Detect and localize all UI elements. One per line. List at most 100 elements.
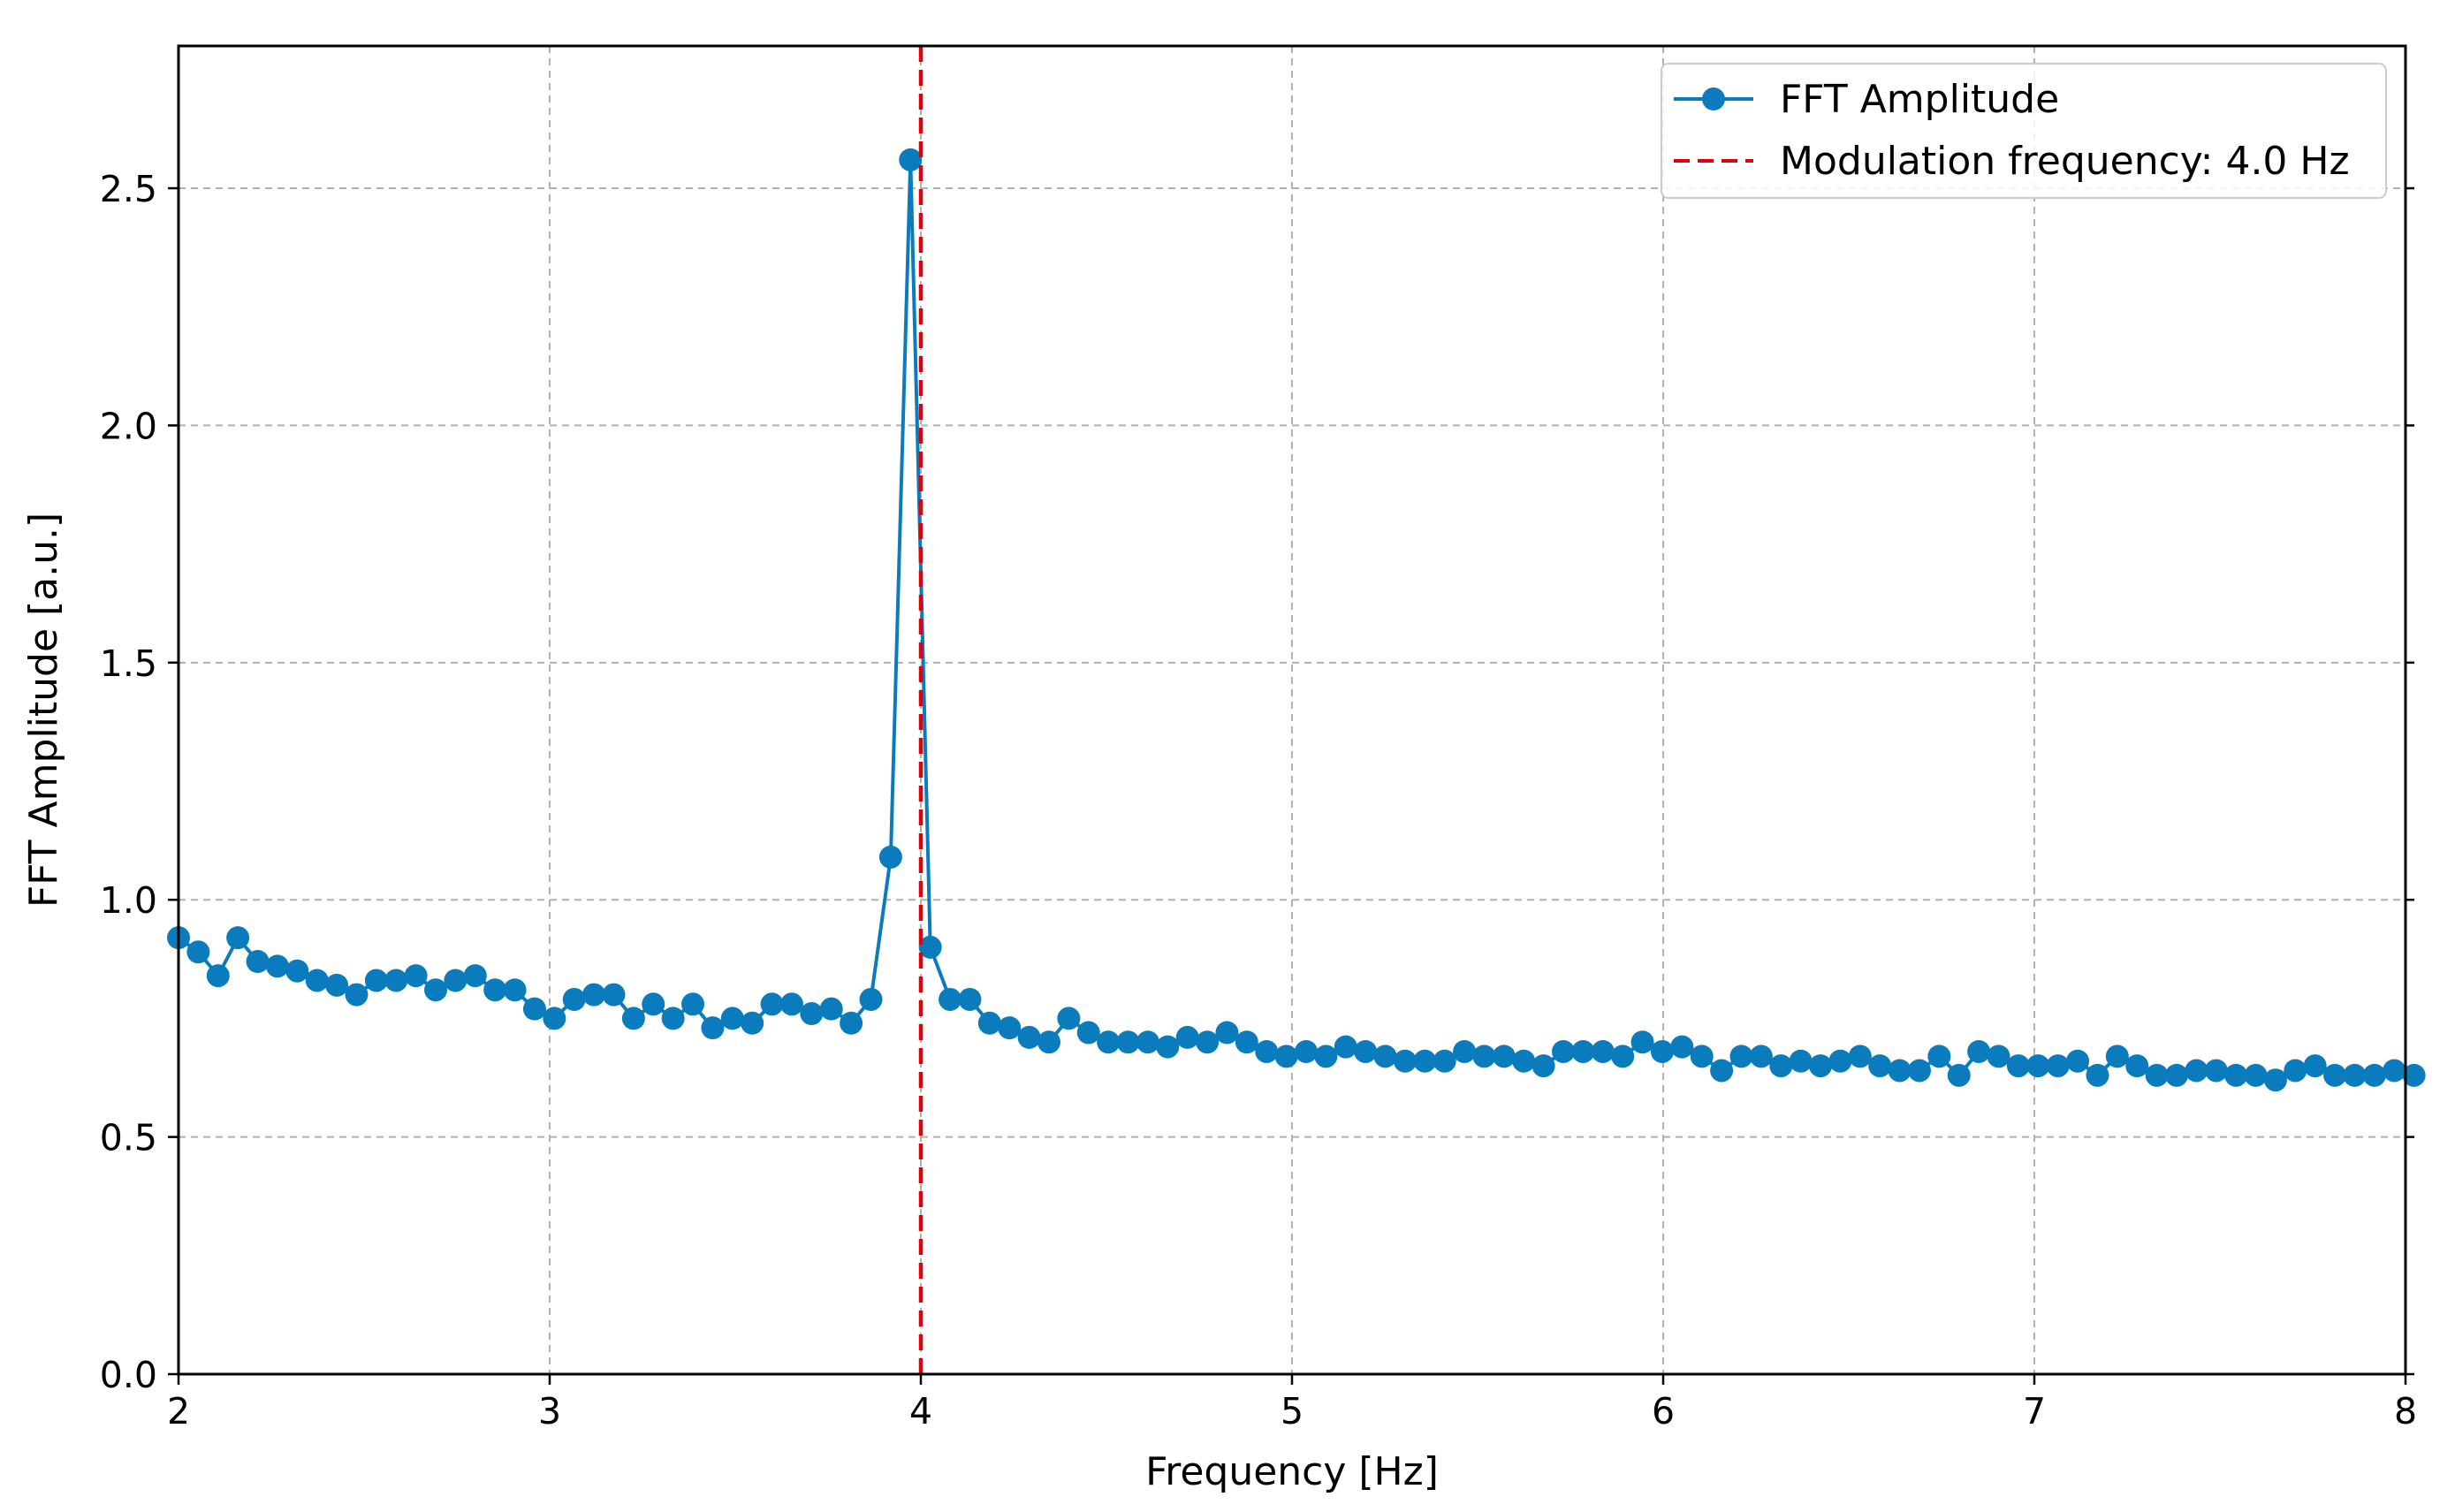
fft-data-point [1848, 1045, 1872, 1068]
fft-data-point [1828, 1049, 1852, 1073]
fft-data-point [1571, 1039, 1595, 1063]
fft-data-point [1552, 1039, 1576, 1063]
fft-data-point [1690, 1045, 1714, 1068]
fft-data-point [1057, 1007, 1081, 1030]
fft-data-point [2224, 1063, 2248, 1087]
fft-data-point [2145, 1063, 2169, 1087]
y-axis-label: FFT Amplitude [a.u.] [21, 513, 66, 908]
fft-data-point [1274, 1045, 1298, 1068]
fft-data-point [899, 148, 923, 171]
x-tick-label: 2 [167, 1390, 190, 1432]
fft-data-point [998, 1016, 1022, 1040]
fft-data-point [1017, 1025, 1041, 1049]
fft-data-point [2323, 1063, 2347, 1087]
fft-data-point [1888, 1059, 1912, 1083]
fft-data-point [206, 964, 230, 988]
fft-data-point [404, 964, 428, 988]
fft-data-point [2125, 1054, 2149, 1078]
ticks-layer: 2 3 4 5 6 7 8 0.0 0.5 1.0 1.5 2.0 2.5 [100, 168, 2417, 1432]
fft-data-point [1037, 1030, 1060, 1054]
fft-data-point [1255, 1039, 1279, 1063]
fft-data-point [1215, 1021, 1239, 1045]
fft-data-point [1789, 1049, 1813, 1073]
x-tick-label: 4 [909, 1390, 932, 1432]
fft-data-point [2086, 1063, 2109, 1087]
fft-data-point [1729, 1045, 1753, 1068]
fft-data-point [1373, 1045, 1397, 1068]
fft-data-point [2383, 1059, 2406, 1083]
fft-data-point [939, 987, 962, 1011]
fft-data-point [878, 845, 902, 869]
fft-data-point [800, 1002, 824, 1026]
fft-data-point [701, 1016, 725, 1040]
fft-data-point [1453, 1039, 1477, 1063]
fft-data-point [1156, 1035, 1180, 1059]
fft-data-point [1295, 1039, 1319, 1063]
fft-data-point [779, 992, 803, 1016]
fft-data-point [1097, 1030, 1121, 1054]
fft-data-point [2402, 1063, 2426, 1087]
fft-data-point [2263, 1068, 2287, 1092]
fft-data-point [1749, 1045, 1773, 1068]
fft-data-point [2343, 1063, 2367, 1087]
fft-data-point [760, 992, 784, 1016]
fft-data-point [305, 969, 329, 992]
fft-data-point [1433, 1049, 1456, 1073]
legend-modulation-label: Modulation frequency: 4.0 Hz [1780, 139, 2350, 184]
fft-data-point [1472, 1045, 1496, 1068]
fft-data-point [285, 959, 309, 983]
fft-data-point [2006, 1054, 2030, 1078]
fft-data-point [1611, 1045, 1635, 1068]
fft-data-point [2284, 1059, 2307, 1083]
fft-data-point [621, 1007, 645, 1030]
fft-data-point [246, 949, 270, 973]
fft-data-point [1076, 1021, 1100, 1045]
x-tick-label: 6 [1652, 1390, 1675, 1432]
fft-data-point [444, 969, 467, 992]
plot-frame [177, 44, 2407, 1376]
y-tick-label: 2.0 [100, 405, 157, 447]
fft-data-point [2164, 1063, 2188, 1087]
fft-data-point [1630, 1030, 1654, 1054]
y-tick-label: 1.5 [100, 642, 157, 685]
fft-data-point [503, 978, 527, 1002]
fft-data-point [661, 1007, 685, 1030]
x-tick-label: 3 [538, 1390, 561, 1432]
fft-data-point [325, 973, 349, 997]
fft-data-point [681, 992, 705, 1016]
fft-data-point [1967, 1039, 1991, 1063]
fft-data-point [463, 964, 487, 988]
fft-data-point [226, 926, 250, 950]
fft-data-point [2244, 1063, 2268, 1087]
fft-data-point [1987, 1045, 2010, 1068]
fft-data-point [1532, 1054, 1555, 1078]
grid-layer [179, 46, 2406, 1374]
fft-data-point [720, 1007, 744, 1030]
fft-data-point [1116, 1030, 1140, 1054]
fft-data-point [819, 997, 843, 1021]
fft-data-point [1175, 1025, 1199, 1049]
y-tick-label: 1.0 [100, 879, 157, 922]
fft-data-point [602, 983, 626, 1007]
fft-data-point [2204, 1059, 2228, 1083]
fft-data-point [1809, 1054, 1833, 1078]
fft-data-point [265, 954, 289, 978]
x-tick-label: 8 [2394, 1390, 2417, 1432]
fft-data-point [1136, 1030, 1159, 1054]
fft-data-point [2066, 1049, 2090, 1073]
fft-data-point [562, 987, 586, 1011]
fft-data-point [2185, 1059, 2208, 1083]
fft-data-point [2303, 1054, 2327, 1078]
y-tick-label: 2.5 [100, 168, 157, 210]
fft-data-point [2105, 1045, 2129, 1068]
fft-data-point [364, 969, 388, 992]
fft-data-point [2026, 1054, 2050, 1078]
fft-data-point [1334, 1035, 1357, 1059]
data-layer [167, 46, 2426, 1374]
fft-data-point [1196, 1030, 1220, 1054]
fft-data-point [1769, 1054, 1793, 1078]
fft-data-point [1235, 1030, 1258, 1054]
x-tick-label: 5 [1281, 1390, 1304, 1432]
